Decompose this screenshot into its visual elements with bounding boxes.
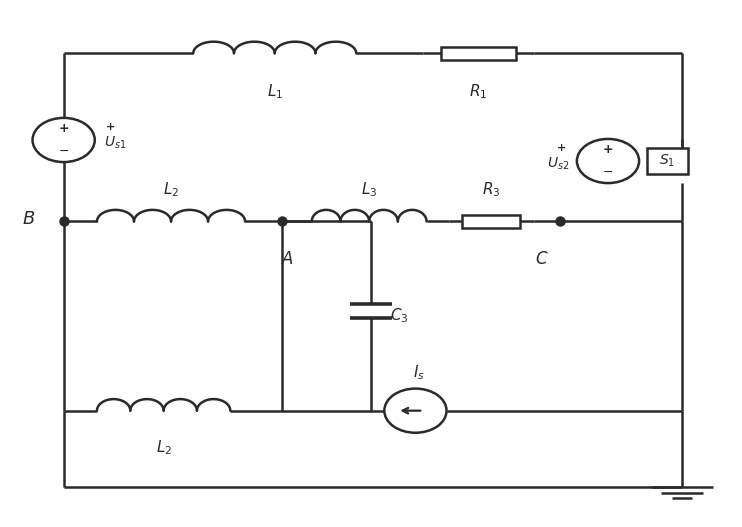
Text: $U_{s1}$: $U_{s1}$ (104, 134, 126, 151)
Text: +: + (59, 122, 69, 135)
Text: $L_3$: $L_3$ (361, 181, 378, 199)
Text: $S_1$: $S_1$ (659, 153, 675, 169)
Text: $L_2$: $L_2$ (156, 438, 171, 457)
Text: $L_2$: $L_2$ (163, 181, 179, 199)
Text: $A$: $A$ (281, 250, 295, 268)
Bar (441, 47, 516, 60)
Text: +: + (556, 143, 566, 153)
Bar (462, 215, 520, 228)
Text: +: + (603, 143, 614, 157)
Text: $I_s$: $I_s$ (413, 363, 425, 382)
Text: $R_3$: $R_3$ (482, 181, 501, 199)
Text: −: − (603, 165, 613, 179)
Text: $C$: $C$ (534, 250, 548, 268)
Text: $B$: $B$ (22, 210, 36, 228)
Text: +: + (106, 122, 115, 132)
Text: $L_1$: $L_1$ (266, 82, 283, 101)
Text: −: − (59, 144, 69, 158)
Text: $R_1$: $R_1$ (469, 82, 487, 101)
Text: $U_{s2}$: $U_{s2}$ (547, 155, 569, 172)
Bar (647, 149, 688, 173)
Text: $C_3$: $C_3$ (390, 307, 408, 325)
